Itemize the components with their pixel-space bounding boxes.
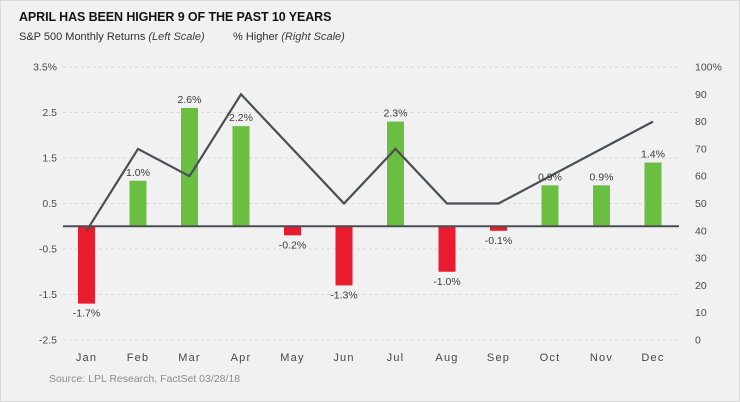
x-tick-mar: Mar [178,352,201,364]
bar-value-label: 0.9% [590,171,614,183]
x-tick-aug: Aug [435,352,458,364]
bar-jan [78,226,95,304]
x-tick-oct: Oct [540,352,561,364]
right-axis-tick: 10 [695,307,707,319]
x-tick-may: May [280,352,304,364]
legend-left-scale: S&P 500 Monthly Returns (Left Scale) [19,31,205,43]
legend-right-qualifier: (Right Scale) [281,31,345,43]
x-tick-nov: Nov [590,352,613,364]
bar-value-label: 0.9% [538,171,562,183]
right-axis-tick: 70 [695,143,707,155]
bar-value-label: 2.6% [178,94,202,106]
bar-value-label: 2.2% [229,112,253,124]
bar-dec [644,162,662,227]
bar-jul [387,121,404,227]
right-axis-tick: 30 [695,253,707,265]
x-tick-dec: Dec [641,352,664,364]
bar-apr [232,126,250,227]
right-axis-tick: 50 [695,198,707,210]
bar-value-label: -0.2% [279,239,306,251]
bar-value-label: 1.4% [641,149,665,161]
left-axis-tick: -2.5 [39,335,57,347]
right-axis-tick: 0 [695,335,701,347]
legend-right-label: % Higher [233,31,279,43]
bar-sep [490,226,507,231]
legend-left-label: S&P 500 Monthly Returns [19,31,146,43]
bar-mar [181,107,198,227]
bar-value-label: -1.7% [73,308,100,320]
x-tick-jun: Jun [333,352,354,364]
left-axis-tick: -1.5 [39,289,57,301]
bar-oct [541,185,559,227]
left-axis-tick: -0.5 [39,244,57,256]
legend: S&P 500 Monthly Returns (Left Scale) % Hi… [19,31,719,47]
x-tick-apr: Apr [231,352,252,364]
legend-right-scale: % Higher (Right Scale) [233,31,345,43]
bar-aug [438,226,456,272]
source-note: Source: LPL Research, FactSet 03/28/18 [49,373,241,385]
left-axis-tick: 2.5 [42,107,57,119]
legend-left-qualifier: (Left Scale) [148,31,205,43]
right-axis-tick: 80 [695,116,707,128]
left-axis-tick: 1.5 [42,153,57,165]
right-axis-tick: 100% [695,62,722,74]
left-axis-tick: 0.5 [42,198,57,210]
x-tick-feb: Feb [127,352,150,364]
percent-higher-line [85,92,654,232]
bar-value-label: 1.0% [126,167,150,179]
bar-value-label: -1.0% [433,276,460,288]
left-axis-tick: 3.5% [33,62,57,74]
x-tick-jul: Jul [387,352,405,364]
bar-may [284,226,301,236]
bar-feb [129,180,147,227]
x-tick-jan: Jan [76,352,97,364]
bar-value-label: 2.3% [384,108,408,120]
bar-nov [593,185,610,227]
bar-jun [335,226,353,286]
bar-value-label: -0.1% [485,235,512,247]
bar-value-label: -1.3% [330,289,357,301]
right-axis-tick: 20 [695,280,707,292]
chart-title: APRIL HAS BEEN HIGHER 9 OF THE PAST 10 Y… [19,10,332,24]
right-axis-tick: 40 [695,225,707,237]
right-axis-tick: 60 [695,171,707,183]
right-axis-tick: 90 [695,89,707,101]
x-tick-sep: Sep [487,352,510,364]
